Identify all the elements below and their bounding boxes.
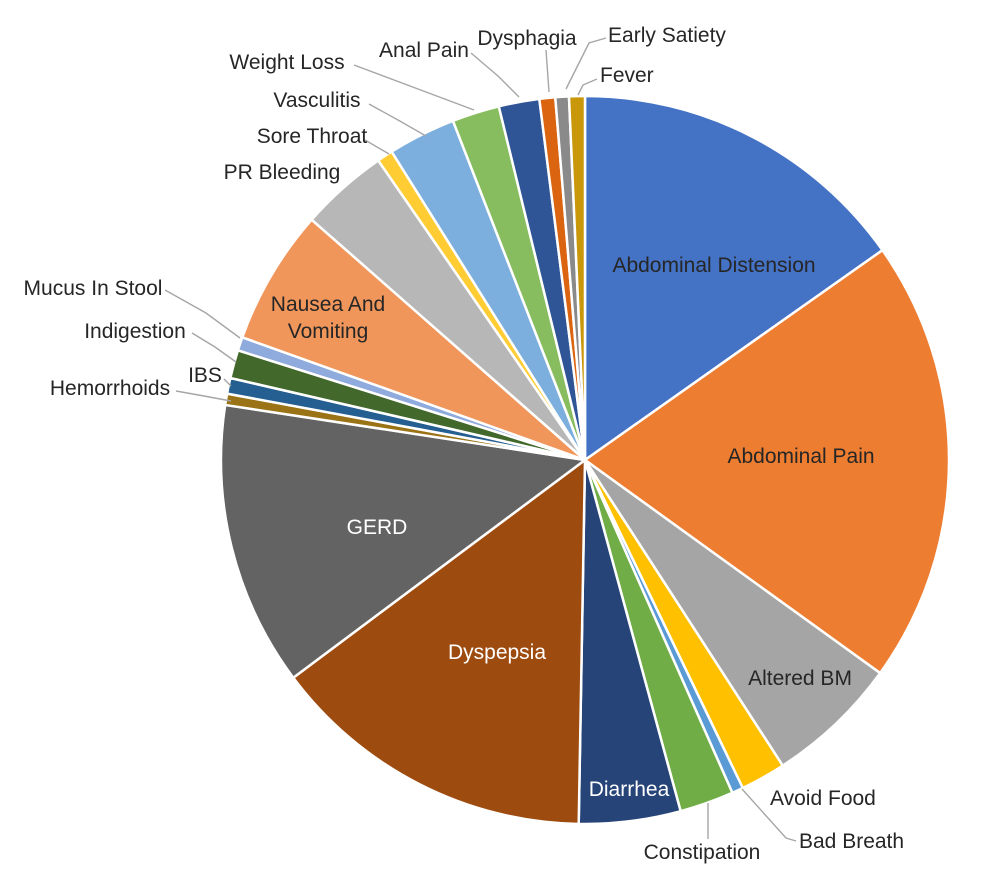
slice-altered-bm (583, 458, 882, 767)
label-nausea-and-vomiting: Nausea And Vomiting (271, 293, 385, 343)
label-early-satiety: Early Satiety (608, 24, 726, 47)
label-mucus-in-stool: Mucus In Stool (24, 277, 163, 300)
leader-mucus-in-stool (164, 289, 241, 339)
label-ibs: IBS (188, 364, 222, 387)
label-vasculitis: Vasculitis (273, 89, 360, 112)
label-abdominal-distension: Abdominal Distension (612, 254, 815, 277)
label-fever: Fever (600, 64, 654, 87)
slice-labels: Abdominal Distension Abdominal Pain Altere… (24, 24, 905, 864)
label-dysphagia: Dysphagia (477, 27, 577, 50)
slice-gerd (219, 403, 587, 679)
leader-bad-breath (741, 788, 797, 842)
leader-early-satiety (565, 37, 607, 90)
leader-vasculitis (368, 103, 427, 137)
leader-sore-throat (364, 139, 390, 155)
label-altered-bm: Altered BM (748, 667, 852, 690)
label-pr-bleeding: PR Bleeding (224, 161, 341, 184)
leader-anal-pain (470, 52, 520, 98)
pie-slices (219, 94, 951, 826)
slice-fever (567, 94, 587, 462)
label-indigestion: Indigestion (84, 320, 186, 343)
slice-dyspepsia (292, 458, 587, 826)
label-abdominal-pain: Abdominal Pain (727, 445, 874, 468)
leader-fever (577, 78, 598, 96)
slice-nausea-and-vomiting (241, 218, 587, 462)
slice-abdominal-distension (583, 94, 884, 462)
leader-lines (164, 37, 797, 842)
label-gerd: GERD (347, 516, 408, 539)
label-constipation: Constipation (644, 841, 761, 864)
leader-hemorrhoids (175, 390, 232, 402)
label-dyspepsia: Dyspepsia (448, 641, 546, 664)
label-hemorrhoids: Hemorrhoids (50, 377, 170, 400)
label-weight-loss: Weight Loss (229, 51, 344, 74)
leader-indigestion (191, 332, 237, 363)
leader-ibs (223, 378, 232, 387)
label-anal-pain: Anal Pain (379, 39, 469, 62)
label-avoid-food: Avoid Food (770, 787, 876, 810)
label-sore-throat: Sore Throat (257, 125, 368, 148)
leader-weight-loss (353, 64, 475, 111)
label-diarrhea: Diarrhea (589, 778, 670, 801)
leader-dysphagia (545, 49, 550, 93)
label-bad-breath: Bad Breath (799, 830, 904, 853)
slice-abdominal-pain (583, 248, 951, 675)
